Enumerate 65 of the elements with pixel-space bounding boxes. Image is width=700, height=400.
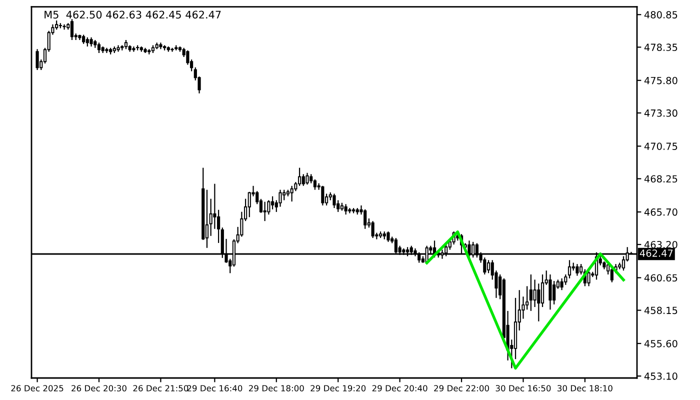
candlestick — [70, 18, 74, 41]
candlestick — [537, 283, 540, 322]
y-tick-label: 460.65 — [644, 274, 678, 282]
candlestick — [124, 39, 128, 50]
candlestick — [205, 189, 209, 248]
x-tick-label: 26 Dec 21:50 — [133, 385, 188, 392]
candlestick — [364, 208, 367, 230]
candlestick — [332, 193, 336, 209]
candlestick — [540, 274, 544, 308]
candlestick — [213, 183, 216, 230]
candlestick — [529, 274, 532, 312]
ref-line-label: 462.47 — [640, 249, 673, 257]
candlestick — [310, 174, 313, 184]
candlestick — [371, 220, 374, 239]
y-tick-label: 475.80 — [644, 76, 678, 84]
candlestick — [486, 260, 490, 274]
candlestick — [552, 280, 556, 305]
candlestick — [533, 279, 536, 308]
x-tick-label: 29 Dec 20:40 — [372, 385, 428, 392]
candlestick — [321, 185, 324, 206]
x-tick-label: 29 Dec 18:00 — [248, 385, 304, 392]
y-tick-label: 453.10 — [644, 372, 678, 380]
line-series — [425, 230, 625, 370]
candlestick — [386, 230, 390, 242]
candlestick — [97, 42, 101, 54]
x-tick-label: 29 Dec 22:00 — [434, 385, 489, 392]
x-tick-label: 26 Dec 2025 — [11, 385, 64, 392]
candlestick — [217, 209, 220, 244]
y-tick-label: 480.85 — [644, 11, 678, 18]
candlestick — [306, 172, 309, 186]
x-tick-label: 30 Dec 18:10 — [558, 385, 612, 392]
y-tick-label: 468.25 — [644, 175, 678, 183]
y-tick-label: 455.60 — [644, 340, 678, 348]
candlestick — [62, 24, 66, 30]
candlestick — [548, 274, 552, 310]
chart-title: M5 462.50 462.63 462.45 462.47 — [44, 10, 221, 19]
candlestick — [568, 260, 572, 279]
candlestick — [186, 50, 190, 66]
candlestick — [610, 267, 614, 283]
candlestick — [82, 34, 86, 44]
candlestick — [302, 174, 305, 186]
candlestick — [290, 185, 294, 202]
candlestick — [86, 36, 89, 48]
y-tick-label: 478.35 — [644, 44, 678, 52]
candlestick — [282, 189, 286, 201]
candlestick — [36, 48, 39, 71]
y-tick-label: 458.15 — [644, 306, 678, 314]
candlestick — [576, 263, 579, 276]
candlestick — [263, 201, 266, 222]
x-tick-label: 29 Dec 19:20 — [310, 385, 366, 392]
candlestick — [270, 196, 274, 210]
x-tick-label: 26 Dec 20:30 — [72, 385, 126, 392]
y-tick-label: 463.20 — [644, 240, 678, 248]
y-tick-label: 473.30 — [644, 109, 678, 117]
x-tick-label: 30 Dec 16:50 — [496, 385, 551, 392]
candlestick — [483, 256, 486, 276]
candlestick — [560, 278, 564, 291]
y-tick-label: 470.75 — [644, 142, 678, 150]
y-tick-label: 465.70 — [644, 208, 678, 216]
candlestick — [344, 204, 348, 216]
candlestick — [298, 167, 302, 186]
candlestick — [90, 36, 93, 48]
candlestick — [313, 178, 317, 190]
candlestick — [587, 270, 590, 287]
x-tick-label: 29 Dec 16:40 — [187, 385, 242, 392]
